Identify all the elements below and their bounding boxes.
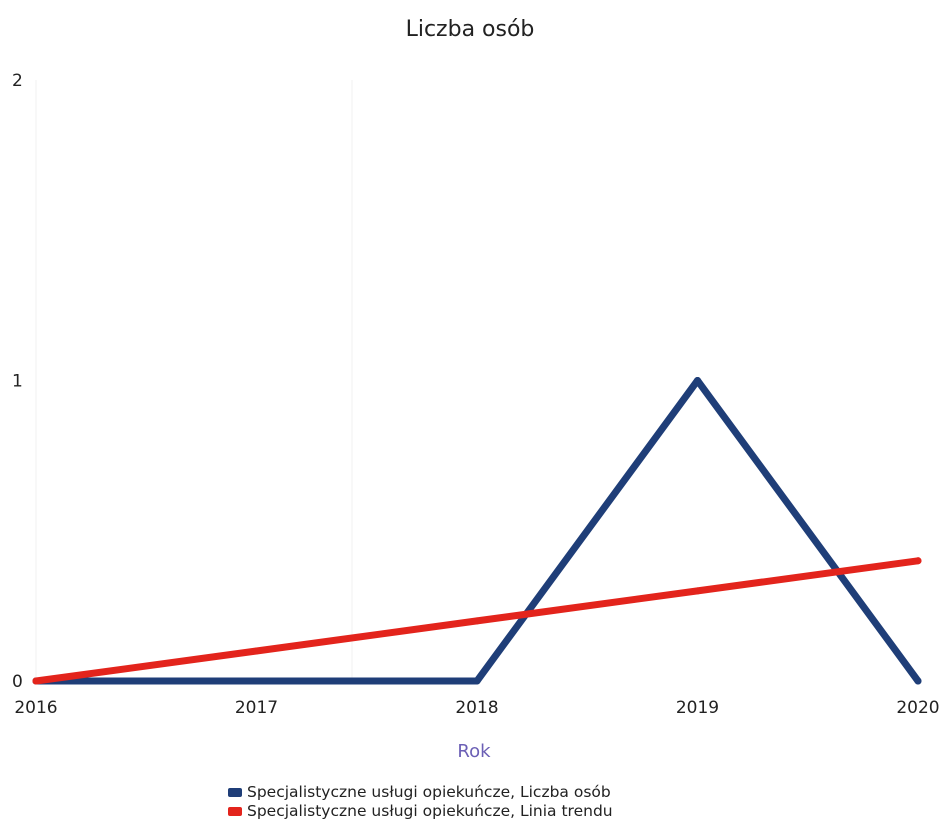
data-point-s0-4 [914, 677, 922, 685]
legend-swatch-count [228, 788, 242, 797]
x-tick-label: 2019 [676, 698, 719, 718]
x-tick-label: 2020 [896, 698, 939, 718]
x-tick-label: 2018 [455, 698, 498, 718]
x-tick-label: 2017 [235, 698, 278, 718]
data-point-s1-1 [253, 647, 260, 655]
data-point-s1-4 [914, 557, 922, 565]
legend-item-count[interactable]: Specjalistyczne usługi opiekuńcze, Liczb… [228, 783, 613, 802]
data-point-s1-0 [32, 677, 40, 685]
data-point-s0-2 [473, 677, 481, 685]
data-point-s0-1 [253, 677, 260, 685]
y-tick-label: 0 [12, 672, 23, 692]
legend: Specjalistyczne usługi opiekuńcze, Liczb… [228, 783, 613, 821]
data-point-s1-3 [694, 587, 701, 595]
legend-item-trend[interactable]: Specjalistyczne usługi opiekuńcze, Linia… [228, 802, 613, 821]
x-tick-label: 2016 [14, 698, 57, 718]
y-tick-label: 1 [12, 372, 23, 392]
data-point-s1-2 [473, 617, 481, 625]
chart-title: Liczba osób [406, 17, 535, 42]
legend-label-count: Specjalistyczne usługi opiekuńcze, Liczb… [247, 783, 611, 801]
x-axis-title: Rok [457, 741, 491, 762]
series-line-0 [32, 377, 922, 685]
legend-label-trend: Specjalistyczne usługi opiekuńcze, Linia… [247, 802, 613, 820]
data-point-s0-3 [694, 377, 701, 384]
y-tick-label: 2 [12, 71, 23, 91]
legend-swatch-trend [228, 807, 242, 816]
